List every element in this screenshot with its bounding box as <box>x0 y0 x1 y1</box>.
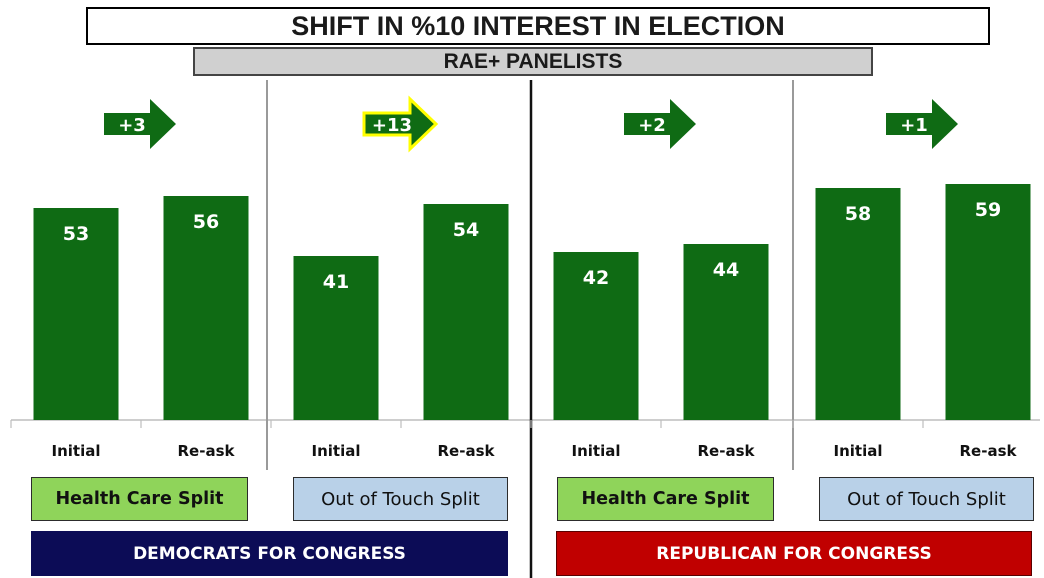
bar-value-label: 42 <box>583 267 609 289</box>
bar-reask <box>163 196 249 420</box>
chart-title: SHIFT IN %10 INTEREST IN ELECTION <box>86 7 990 45</box>
shift-arrow-icon <box>362 95 439 153</box>
bar-initial <box>553 252 639 420</box>
bar-reask <box>683 244 769 420</box>
shift-label: +3 <box>118 115 146 136</box>
bar-initial <box>33 208 119 420</box>
bar-value-label: 59 <box>975 199 1001 221</box>
shift-label: +1 <box>900 115 928 136</box>
category-label: Re-ask <box>698 442 756 460</box>
category-label: Re-ask <box>438 442 496 460</box>
bar-reask <box>423 204 509 420</box>
split-label-out-of-touch-rep: Out of Touch Split <box>819 477 1034 521</box>
shift-label: +2 <box>638 115 666 136</box>
shift-arrow-icon <box>624 99 696 149</box>
bar-value-label: 56 <box>193 211 219 233</box>
bar-value-label: 41 <box>323 271 349 293</box>
category-label: Initial <box>572 442 621 460</box>
chart-subtitle: RAE+ PANELISTS <box>193 47 873 76</box>
bar-value-label: 53 <box>63 223 89 245</box>
shift-arrow-icon <box>886 99 958 149</box>
shift-label: +13 <box>372 115 412 136</box>
category-label: Initial <box>52 442 101 460</box>
category-label: Re-ask <box>178 442 236 460</box>
bar-value-label: 58 <box>845 203 871 225</box>
bar-value-label: 44 <box>713 259 739 281</box>
split-label-out-of-touch-dem: Out of Touch Split <box>293 477 508 521</box>
category-label: Initial <box>312 442 361 460</box>
party-label-republicans: REPUBLICAN FOR CONGRESS <box>556 531 1032 576</box>
category-label: Re-ask <box>960 442 1018 460</box>
shift-arrow-icon <box>104 99 176 149</box>
bar-reask <box>945 184 1031 420</box>
bar-value-label: 54 <box>453 219 479 241</box>
bar-initial <box>293 256 379 420</box>
category-label: Initial <box>834 442 883 460</box>
split-label-health-care-rep: Health Care Split <box>557 477 774 521</box>
party-label-democrats: DEMOCRATS FOR CONGRESS <box>31 531 508 576</box>
bar-initial <box>815 188 901 420</box>
split-label-health-care-dem: Health Care Split <box>31 477 248 521</box>
